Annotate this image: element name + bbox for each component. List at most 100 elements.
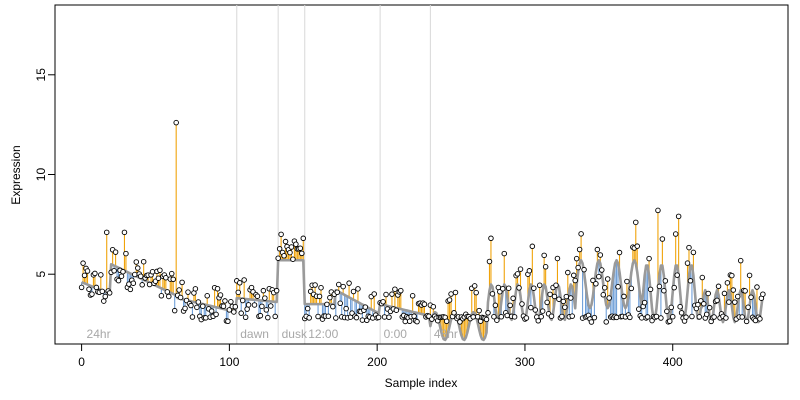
data-point [398, 287, 404, 294]
y-tick-label: 5 [34, 271, 48, 278]
data-point [263, 307, 270, 313]
data-point [742, 288, 748, 294]
region-label: 48hr [434, 327, 458, 341]
data-point [705, 290, 711, 297]
data-point [590, 277, 596, 284]
data-point [275, 255, 281, 261]
data-point [492, 302, 499, 309]
data-point [448, 291, 454, 297]
data-point [677, 303, 683, 310]
data-point [494, 317, 500, 323]
data-point [539, 308, 546, 314]
data-point [635, 306, 642, 312]
data-point [602, 284, 608, 291]
data-point [168, 270, 175, 277]
data-point [89, 291, 95, 297]
data-point [701, 301, 707, 307]
data-point [130, 280, 137, 286]
data-point [726, 299, 732, 305]
data-point [563, 293, 570, 300]
data-point [644, 314, 651, 320]
data-point [166, 293, 172, 300]
data-point [723, 315, 729, 321]
data-point [489, 291, 496, 297]
data-point [573, 255, 580, 262]
data-point [568, 295, 574, 301]
data-point [99, 288, 106, 295]
y-tick-label: 10 [34, 168, 48, 182]
data-point [106, 290, 113, 296]
data-point [470, 314, 476, 320]
data-point [737, 257, 744, 264]
data-point [675, 213, 682, 220]
data-point [251, 302, 258, 308]
data-point [149, 269, 156, 275]
data-point [505, 285, 512, 291]
data-point [667, 318, 673, 324]
data-point [182, 305, 188, 312]
data-point [743, 318, 750, 325]
x-axis-label: Sample index [385, 376, 458, 390]
data-point [78, 284, 85, 291]
data-point [137, 273, 144, 279]
data-point [225, 318, 231, 325]
data-point [446, 297, 453, 303]
region-labels: 24hr dawn dusk 12:00 0:00 48hr [87, 327, 458, 341]
data-point [318, 284, 324, 291]
data-point [452, 289, 459, 296]
data-point [171, 307, 178, 314]
data-point [371, 291, 377, 297]
data-point [350, 288, 357, 295]
data-point [559, 313, 565, 320]
data-point [164, 289, 171, 295]
data-point [80, 260, 86, 266]
data-point [127, 286, 134, 293]
data-point [696, 314, 703, 320]
data-point [507, 302, 513, 309]
data-point [179, 279, 185, 286]
data-point [241, 277, 247, 283]
data-point [335, 281, 342, 288]
data-point [531, 285, 537, 291]
data-point [120, 268, 126, 275]
data-point [288, 244, 295, 250]
data-point [596, 273, 602, 280]
data-point [157, 267, 163, 274]
data-point [411, 313, 417, 319]
data-point [613, 314, 620, 321]
data-point [188, 302, 194, 309]
data-point [101, 298, 107, 304]
fit-line [81, 258, 765, 342]
data-point [699, 274, 706, 281]
data-point [674, 272, 680, 278]
data-point [647, 286, 654, 293]
data-point [118, 273, 125, 279]
data-point [662, 278, 669, 284]
data-point [231, 309, 237, 315]
data-point [671, 284, 677, 291]
data-point [414, 318, 420, 325]
data-point [535, 318, 541, 324]
data-point [334, 289, 341, 296]
data-point [669, 313, 676, 320]
data-point [262, 295, 268, 301]
data-point [304, 305, 311, 312]
data-point [576, 246, 583, 253]
data-point [664, 308, 670, 315]
data-point [687, 278, 694, 284]
data-point [572, 277, 578, 284]
data-point [633, 219, 639, 226]
data-point [170, 276, 176, 283]
data-point [560, 298, 567, 305]
data-point [202, 315, 209, 321]
region-label: 0:00 [384, 327, 408, 341]
data-point [615, 284, 621, 290]
data-point [451, 310, 457, 316]
x-tick-label: 200 [367, 355, 387, 369]
data-point [273, 287, 280, 294]
data-point [192, 286, 199, 292]
data-point [337, 300, 343, 307]
data-point [529, 243, 536, 250]
y-axis-label: Expression [9, 145, 23, 204]
